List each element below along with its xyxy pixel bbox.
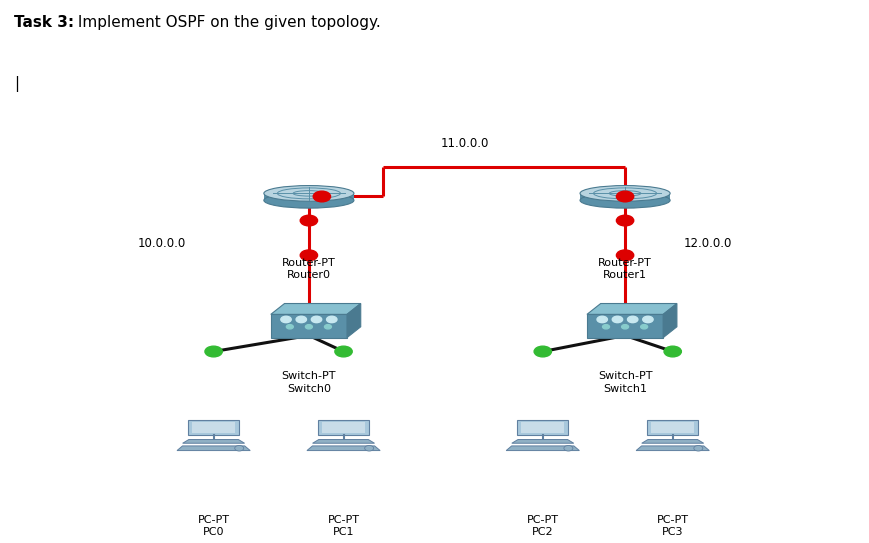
- Polygon shape: [587, 304, 677, 314]
- Polygon shape: [521, 422, 564, 433]
- Ellipse shape: [580, 186, 670, 201]
- Polygon shape: [651, 422, 694, 433]
- Circle shape: [616, 191, 634, 202]
- Text: Router-PT
Router0: Router-PT Router0: [282, 258, 335, 280]
- Circle shape: [281, 316, 291, 323]
- Polygon shape: [506, 446, 580, 451]
- Polygon shape: [322, 422, 365, 433]
- Circle shape: [205, 346, 222, 357]
- Polygon shape: [663, 304, 677, 338]
- Polygon shape: [177, 446, 250, 451]
- Circle shape: [327, 316, 337, 323]
- Text: 12.0.0.0: 12.0.0.0: [683, 237, 732, 249]
- Polygon shape: [512, 439, 574, 443]
- Polygon shape: [347, 304, 361, 338]
- Circle shape: [602, 325, 609, 329]
- Ellipse shape: [580, 193, 670, 208]
- Polygon shape: [189, 420, 239, 435]
- Circle shape: [335, 346, 352, 357]
- Circle shape: [664, 346, 681, 357]
- Circle shape: [627, 316, 638, 323]
- Circle shape: [296, 316, 307, 323]
- Circle shape: [300, 215, 317, 226]
- Text: |: |: [15, 76, 19, 92]
- Circle shape: [564, 445, 573, 451]
- Polygon shape: [271, 304, 361, 314]
- Polygon shape: [307, 446, 380, 451]
- Circle shape: [534, 346, 552, 357]
- Circle shape: [365, 445, 374, 451]
- Text: PC-PT
PC0: PC-PT PC0: [197, 515, 229, 537]
- Text: Switch-PT
Switch0: Switch-PT Switch0: [282, 371, 336, 394]
- Circle shape: [693, 445, 703, 451]
- Polygon shape: [271, 314, 347, 338]
- Ellipse shape: [264, 186, 354, 201]
- Circle shape: [616, 215, 634, 226]
- Text: Implement OSPF on the given topology.: Implement OSPF on the given topology.: [73, 15, 381, 30]
- Polygon shape: [313, 439, 375, 443]
- Polygon shape: [517, 420, 568, 435]
- Circle shape: [324, 325, 331, 329]
- Text: 10.0.0.0: 10.0.0.0: [137, 237, 186, 249]
- Text: Router-PT
Router1: Router-PT Router1: [598, 258, 652, 280]
- Circle shape: [311, 316, 322, 323]
- Text: PC-PT
PC1: PC-PT PC1: [328, 515, 360, 537]
- Circle shape: [235, 445, 243, 451]
- Circle shape: [613, 316, 623, 323]
- Text: 11.0.0.0: 11.0.0.0: [441, 136, 489, 149]
- Circle shape: [313, 191, 330, 202]
- Polygon shape: [182, 439, 244, 443]
- Circle shape: [597, 316, 607, 323]
- Circle shape: [287, 325, 294, 329]
- Circle shape: [305, 325, 312, 329]
- Polygon shape: [318, 420, 368, 435]
- Circle shape: [616, 250, 634, 261]
- Text: Task 3:: Task 3:: [15, 15, 75, 30]
- Polygon shape: [580, 193, 670, 200]
- Polygon shape: [587, 314, 663, 338]
- Circle shape: [640, 325, 647, 329]
- Circle shape: [643, 316, 653, 323]
- Polygon shape: [264, 193, 354, 200]
- Polygon shape: [647, 420, 698, 435]
- Circle shape: [621, 325, 628, 329]
- Polygon shape: [641, 439, 704, 443]
- Circle shape: [300, 250, 317, 261]
- Polygon shape: [636, 446, 709, 451]
- Text: Switch-PT
Switch1: Switch-PT Switch1: [598, 371, 653, 394]
- Polygon shape: [192, 422, 235, 433]
- Ellipse shape: [264, 193, 354, 208]
- Text: PC-PT
PC2: PC-PT PC2: [527, 515, 559, 537]
- Text: PC-PT
PC3: PC-PT PC3: [657, 515, 689, 537]
